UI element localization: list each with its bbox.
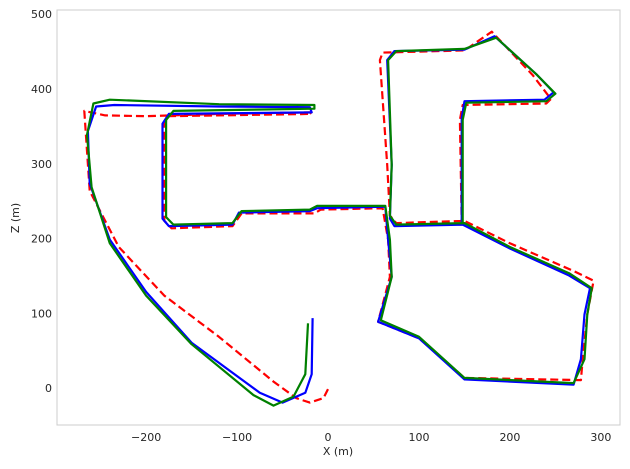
x-tick-label: 100 xyxy=(408,431,429,444)
x-tick-label: 200 xyxy=(499,431,520,444)
y-tick-label: 100 xyxy=(31,307,52,320)
y-axis-label: Z (m) xyxy=(9,203,22,233)
x-tick-label: −200 xyxy=(131,431,161,444)
x-tick-label: 0 xyxy=(325,431,332,444)
y-tick-label: 200 xyxy=(31,233,52,246)
y-tick-label: 300 xyxy=(31,158,52,171)
y-tick-label: 400 xyxy=(31,83,52,96)
x-axis-label: X (m) xyxy=(323,445,353,458)
y-tick-label: 500 xyxy=(31,8,52,21)
y-tick-label: 0 xyxy=(45,382,52,395)
trajectory-line xyxy=(83,30,595,404)
x-tick-label: −100 xyxy=(222,431,252,444)
x-tick-label: 300 xyxy=(590,431,611,444)
trajectory-line xyxy=(86,35,592,404)
plot-frame xyxy=(56,9,621,426)
trajectory-line xyxy=(85,36,593,407)
